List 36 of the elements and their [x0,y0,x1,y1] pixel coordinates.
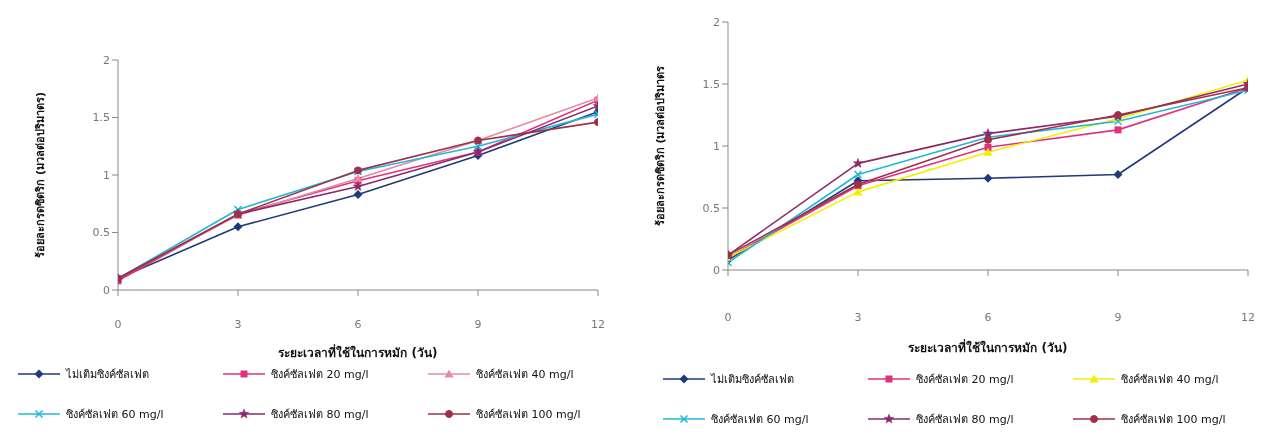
x-tick-label: 9 [1114,310,1122,324]
legend-label: ซิงค์ซัลเฟต 80 mg/l [916,412,1014,428]
y-tick-label: 1 [713,139,720,153]
legend-label: ซิงค์ซัลเฟต 100 mg/l [476,407,581,423]
y-tick-label: 1 [103,168,110,182]
x-axis-title: ระยะเวลาที่ใช้ในการหมัก (วัน) [278,344,438,360]
legend-label: ซิงค์ซัลเฟต 40 mg/l [476,367,574,383]
y-tick-label: 1.5 [702,77,720,91]
legend-label: ซิงค์ซัลเฟต 60 mg/l [66,407,164,423]
legend-label: ไม่เติมซิงค์ซัลเฟต [711,372,794,388]
x-tick-label: 3 [234,317,242,331]
x-tick-label: 12 [1241,310,1255,324]
x-tick-label: 9 [474,317,482,331]
x-tick-label: 12 [591,317,605,331]
y-tick-label: 0 [713,263,720,277]
x-tick-label: 0 [724,310,732,324]
x-axis-title: ระยะเวลาที่ใช้ในการหมัก (วัน) [908,339,1068,355]
legend-label: ซิงค์ซัลเฟต 100 mg/l [1121,412,1226,428]
y-axis-title: ร้อยละกรดซิตริก (มวลต่อปริมาตร) [33,92,47,258]
legend-label: ซิงค์ซัลเฟต 60 mg/l [711,412,809,428]
y-tick-label: 2 [103,53,110,67]
x-tick-label: 0 [114,317,122,331]
legend-label: ซิงค์ซัลเฟต 80 mg/l [271,407,369,423]
y-axis-title: ร้อยละกรดซิตริก (มวลต่อปริมาตร [653,65,667,227]
x-tick-label: 6 [984,310,992,324]
y-tick-label: 0 [103,283,110,297]
legend-label: ซิงค์ซัลเฟต 20 mg/l [271,367,369,383]
y-tick-label: 1.5 [92,111,110,125]
y-tick-label: 0.5 [92,226,110,240]
legend-label: ไม่เติมซิงค์ซัลเฟต [66,367,149,383]
x-tick-label: 6 [354,317,362,331]
y-tick-label: 2 [713,15,720,29]
y-tick-label: 0.5 [702,201,720,215]
legend-label: ซิงค์ซัลเฟต 20 mg/l [916,372,1014,388]
legend-label: ซิงค์ซัลเฟต 40 mg/l [1121,372,1219,388]
x-tick-label: 3 [854,310,862,324]
